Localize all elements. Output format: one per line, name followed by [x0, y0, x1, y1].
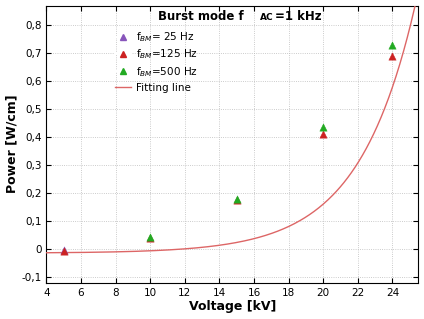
Text: AC: AC	[260, 13, 274, 22]
Point	[320, 125, 326, 130]
Point	[60, 248, 67, 253]
Point	[233, 197, 240, 202]
Point	[147, 235, 153, 241]
Point	[320, 132, 326, 137]
Point	[389, 53, 396, 58]
Y-axis label: Power [W/cm]: Power [W/cm]	[6, 95, 19, 194]
Text: =1 kHz: =1 kHz	[275, 10, 322, 23]
Point	[60, 247, 67, 252]
Point	[389, 42, 396, 47]
Point	[233, 198, 240, 203]
Legend: f$_{BM}$= 25 Hz, f$_{BM}$=125 Hz, f$_{BM}$=500 Hz, Fitting line: f$_{BM}$= 25 Hz, f$_{BM}$=125 Hz, f$_{BM…	[115, 30, 198, 93]
Text: Burst mode f: Burst mode f	[158, 10, 244, 23]
Point	[147, 235, 153, 240]
X-axis label: Voltage [kV]: Voltage [kV]	[189, 300, 276, 314]
